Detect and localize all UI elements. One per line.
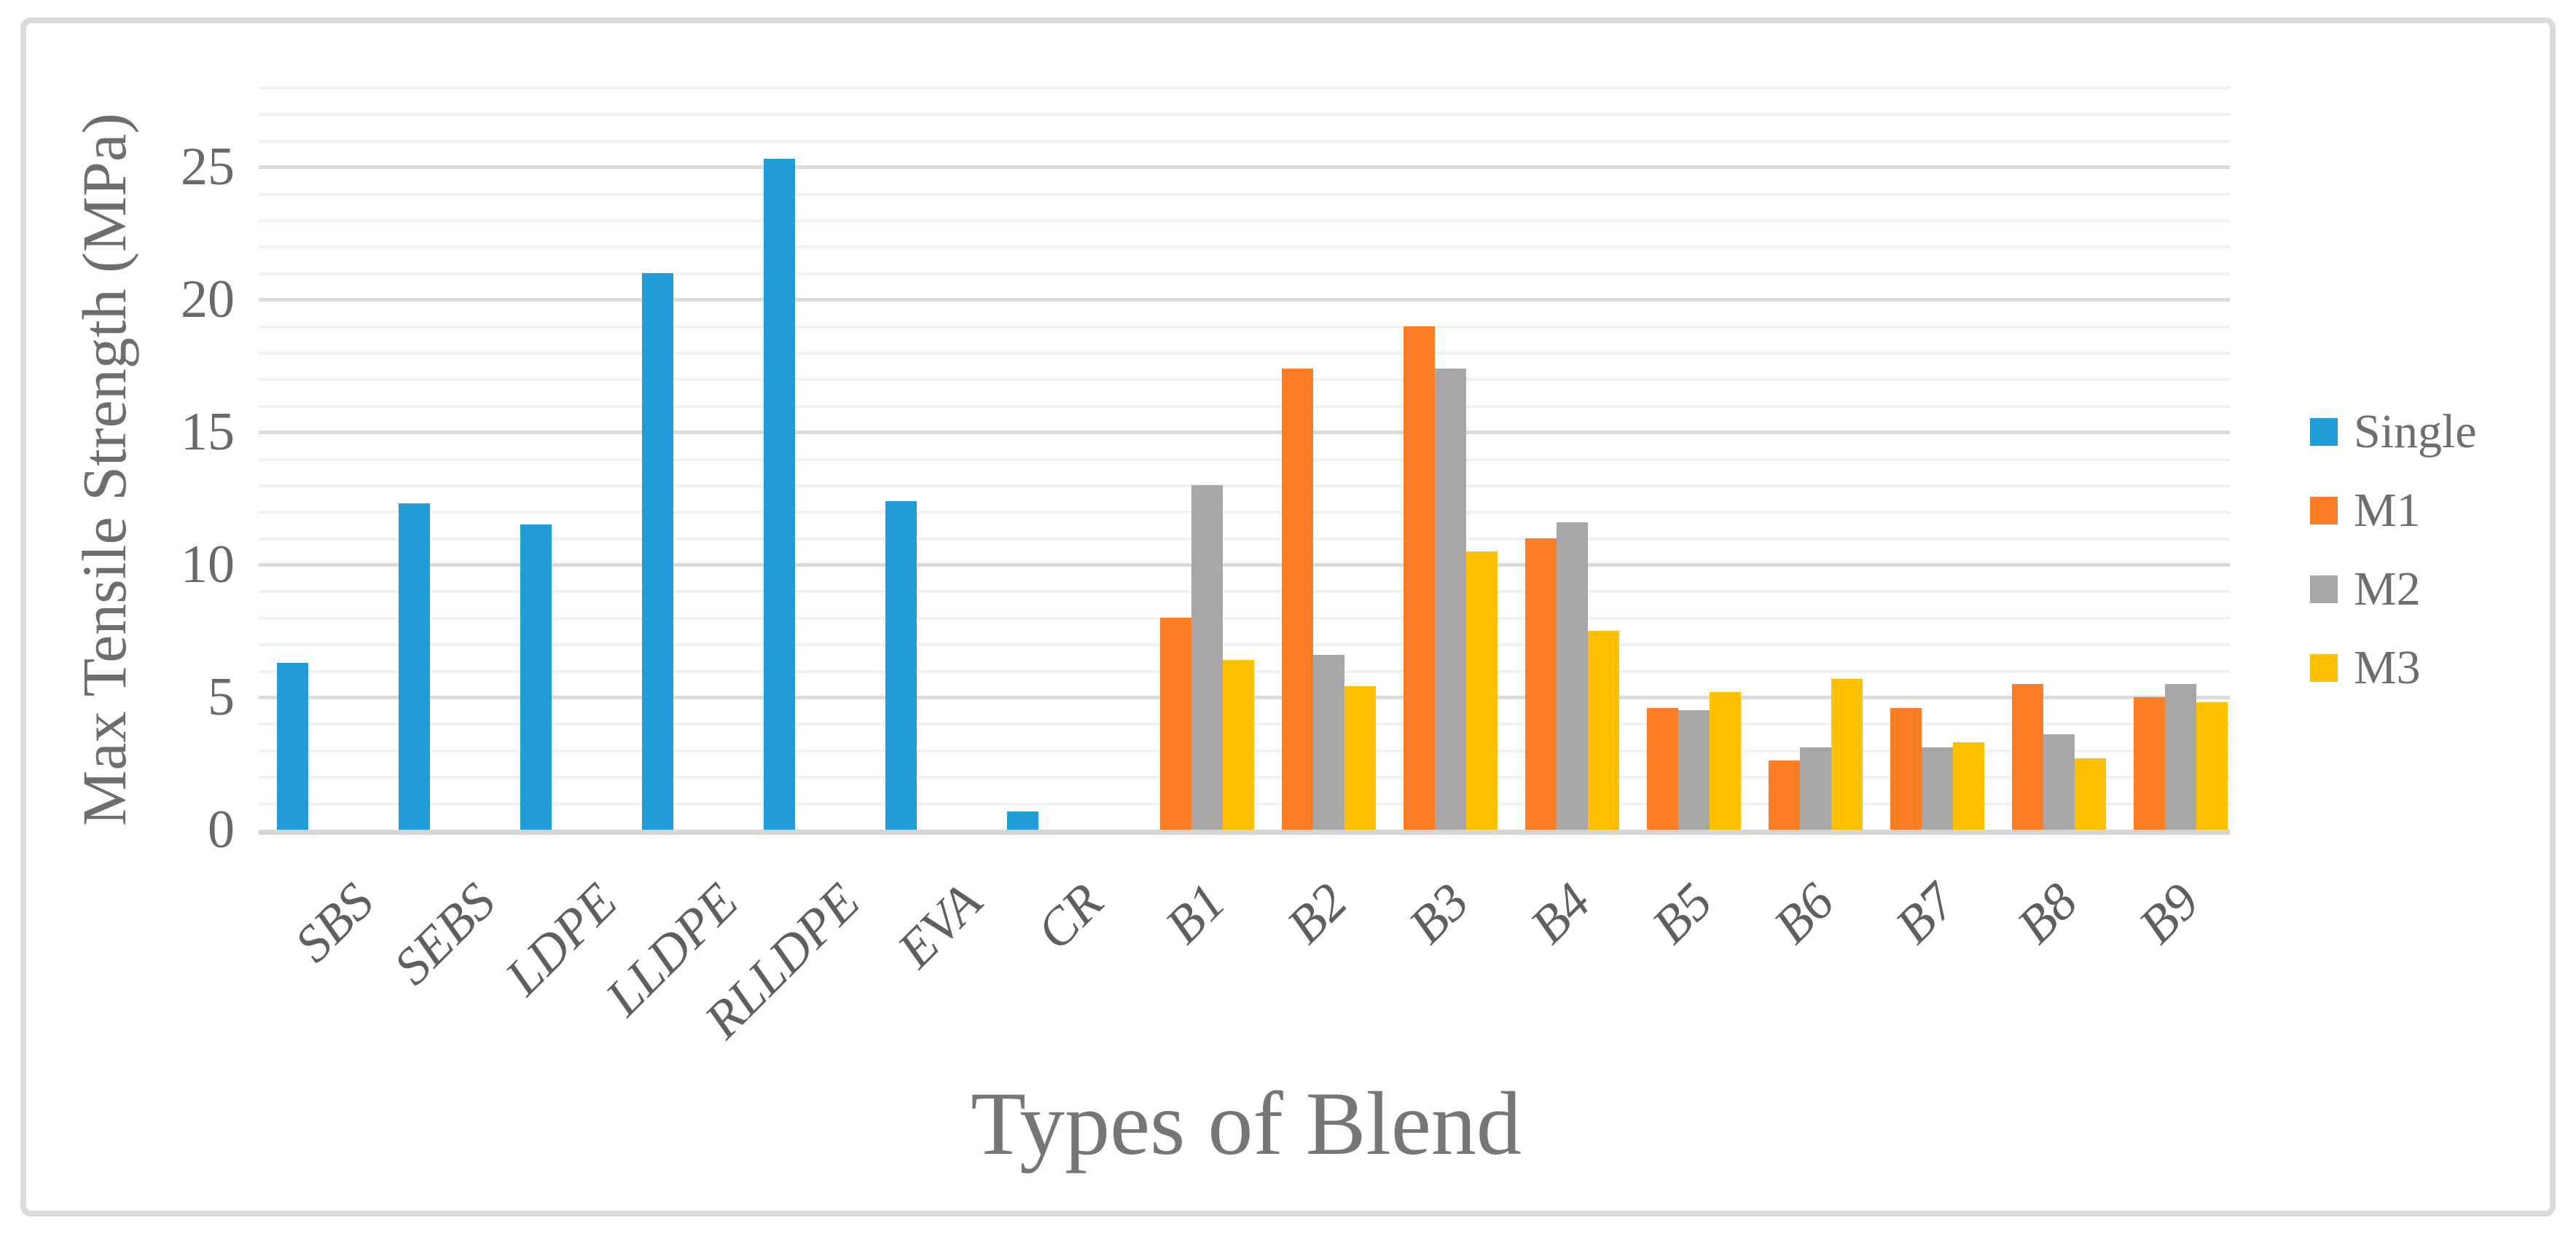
- bar-M3-B5: [1710, 691, 1741, 830]
- x-category-label-SBS: SBS: [283, 872, 385, 973]
- bar-M3-B2: [1344, 686, 1376, 830]
- legend-item-m1: M1: [2310, 487, 2477, 535]
- x-axis-line: [259, 830, 2230, 835]
- y-tick-label-5: 5: [208, 667, 235, 728]
- minor-gridline-16: [259, 404, 2230, 408]
- x-axis-title: Types of Blend: [971, 1074, 1522, 1174]
- minor-gridline-28: [259, 87, 2230, 90]
- legend-swatch-m3: [2310, 654, 2338, 682]
- major-gridline-15: [259, 431, 2230, 435]
- minor-gridline-17: [259, 378, 2230, 382]
- minor-gridline-14: [259, 457, 2230, 461]
- bar-Single-EVA: [885, 500, 917, 830]
- major-gridline-20: [259, 298, 2230, 302]
- bar-M2-B4: [1557, 522, 1588, 830]
- legend-item-single: Single: [2310, 408, 2477, 456]
- legend-label-m2: M2: [2354, 562, 2421, 616]
- x-category-label-EVA: EVA: [886, 872, 993, 979]
- minor-gridline-26: [259, 139, 2230, 143]
- y-tick-label-20: 20: [181, 270, 235, 330]
- bar-Single-SEBS: [399, 503, 430, 830]
- bar-M2-B7: [1922, 747, 1953, 830]
- x-category-label-B1: B1: [1154, 872, 1237, 955]
- figure-border: [20, 17, 2556, 1217]
- minor-gridline-8: [259, 616, 2230, 620]
- bar-Single-LLDPE: [642, 272, 673, 830]
- legend-swatch-m2: [2310, 575, 2338, 603]
- x-category-label-CR: CR: [1025, 872, 1115, 961]
- minor-gridline-7: [259, 643, 2230, 647]
- bar-M2-B6: [1800, 747, 1831, 830]
- x-category-label-B9: B9: [2127, 872, 2210, 955]
- legend-label-m1: M1: [2354, 484, 2421, 537]
- legend-item-m2: M2: [2310, 565, 2477, 613]
- legend-item-m3: M3: [2310, 644, 2477, 692]
- minor-gridline-9: [259, 590, 2230, 594]
- y-tick-label-10: 10: [181, 535, 235, 595]
- bar-Single-CR: [1007, 811, 1038, 830]
- bar-M1-B4: [1525, 538, 1557, 830]
- minor-gridline-27: [259, 113, 2230, 117]
- bar-M1-B5: [1647, 707, 1678, 830]
- bar-M1-B2: [1282, 368, 1313, 830]
- bar-M3-B1: [1223, 660, 1254, 830]
- major-gridline-10: [259, 563, 2230, 567]
- bar-M3-B6: [1831, 678, 1863, 830]
- bar-M2-B8: [2043, 734, 2075, 830]
- bar-M1-B8: [2012, 683, 2043, 830]
- x-category-label-B2: B2: [1275, 872, 1358, 955]
- bar-Single-LDPE: [520, 524, 552, 830]
- y-tick-label-15: 15: [181, 402, 235, 463]
- bar-M1-B9: [2134, 697, 2165, 830]
- bar-Single-RLLDPE: [764, 159, 795, 830]
- bar-M2-B1: [1191, 484, 1223, 830]
- x-category-label-B8: B8: [2005, 872, 2088, 955]
- x-category-label-B7: B7: [1884, 872, 1967, 955]
- minor-gridline-24: [259, 192, 2230, 196]
- bar-M3-B3: [1466, 551, 1498, 830]
- legend-label-single: Single: [2354, 405, 2477, 458]
- minor-gridline-13: [259, 484, 2230, 487]
- y-tick-label-0: 0: [208, 800, 235, 860]
- bar-M2-B9: [2165, 683, 2196, 830]
- minor-gridline-18: [259, 351, 2230, 355]
- bar-M1-B6: [1769, 761, 1800, 830]
- y-tick-label-25: 25: [181, 137, 235, 197]
- bar-Single-SBS: [277, 662, 308, 830]
- major-gridline-25: [259, 165, 2230, 170]
- x-category-label-B3: B3: [1397, 872, 1480, 955]
- x-category-label-B4: B4: [1519, 872, 1602, 955]
- minor-gridline-11: [259, 537, 2230, 541]
- x-category-label-B6: B6: [1762, 872, 1845, 955]
- minor-gridline-22: [259, 245, 2230, 249]
- bar-M2-B2: [1313, 654, 1344, 830]
- x-category-label-B5: B5: [1640, 872, 1723, 955]
- bar-M3-B9: [2196, 702, 2228, 830]
- legend: Single M1 M2 M3: [2310, 408, 2477, 723]
- legend-label-m3: M3: [2354, 641, 2421, 694]
- minor-gridline-12: [259, 511, 2230, 514]
- bar-M1-B3: [1404, 326, 1435, 830]
- bar-M2-B5: [1678, 710, 1710, 830]
- bar-M1-B7: [1890, 707, 1922, 830]
- minor-gridline-23: [259, 219, 2230, 222]
- bar-M1-B1: [1160, 617, 1191, 830]
- legend-swatch-m1: [2310, 497, 2338, 524]
- bar-M3-B7: [1953, 742, 1984, 830]
- bar-M2-B3: [1435, 368, 1466, 830]
- legend-swatch-single: [2310, 418, 2338, 446]
- minor-gridline-21: [259, 272, 2230, 275]
- bar-M3-B4: [1588, 631, 1619, 830]
- x-category-label-SEBS: SEBS: [382, 872, 506, 996]
- minor-gridline-19: [259, 325, 2230, 329]
- bar-M3-B8: [2075, 758, 2106, 830]
- y-axis-title: Max Tensile Strength (MPa): [69, 113, 139, 827]
